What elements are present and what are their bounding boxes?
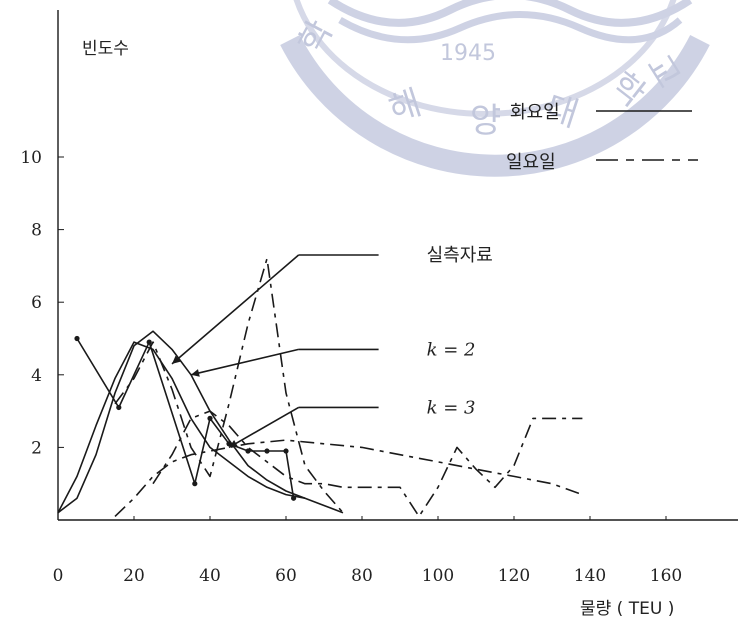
series-line-4 [114,439,583,517]
series-line-1 [57,330,344,514]
y-axis-title: 빈도수 [82,39,129,59]
seal-year: 1945 [440,41,496,66]
data-point [146,339,152,345]
data-point [226,441,232,447]
x-axis-ticks: 0 20 40 60 80 100 120 140 160 [53,516,682,586]
annotation-leader [228,406,299,449]
y-tick-label: 2 [31,438,42,458]
y-tick-label: 10 [20,148,42,168]
x-tick-label: 140 [574,566,606,586]
data-point [264,448,270,454]
x-tick-label: 40 [199,566,221,586]
data-point [116,404,122,411]
x-tick-label: 80 [351,566,373,586]
seal-wave-2 [338,11,683,44]
series-line-2 [57,341,306,514]
annotation-label: k = 3 [427,397,476,418]
data-point [245,448,251,454]
x-axis-title: 물량 ( TEU ) [580,599,674,618]
legend-label-tuesday: 화요일 [510,102,560,123]
seal-ring [280,35,710,177]
seal-wave-1 [327,0,693,27]
x-tick-label: 120 [498,566,530,586]
x-tick-label: 60 [275,566,297,586]
y-axis-ticks: 2 4 6 8 10 [20,148,64,458]
series-line-3 [76,338,295,499]
y-tick-label: 8 [31,221,42,241]
data-point [291,495,297,501]
x-tick-label: 0 [53,566,64,586]
x-tick-label: 100 [422,566,454,586]
x-tick-label: 160 [650,566,682,586]
data-point [207,415,213,421]
x-tick-label: 20 [123,566,145,586]
annotation-leader [190,348,299,376]
seal-char-4: 양 [470,101,501,141]
series-layer [57,257,583,518]
data-point [283,448,289,454]
legend: 화요일 일요일 [506,102,698,173]
data-point [192,481,198,487]
series-line-6 [114,257,344,514]
seal-char-3: 해 [384,83,426,131]
data-point [74,335,80,342]
annotation-layer: 실측자료 k = 2 k = 3 [171,245,493,449]
y-tick-label: 6 [31,293,42,313]
legend-label-sunday: 일요일 [506,152,556,173]
annotation-label: k = 2 [427,339,476,360]
university-seal-watermark: 1945 학 교 해 양 대 학 [280,0,710,177]
annotation-arrowhead [229,439,238,448]
annotation-leader [171,254,300,365]
annotation-label: 실측자료 [427,245,493,266]
y-tick-label: 4 [31,366,42,386]
series-line-5 [152,410,583,518]
annotation-arrowhead [191,369,200,377]
annotation-arrowhead [172,355,181,364]
